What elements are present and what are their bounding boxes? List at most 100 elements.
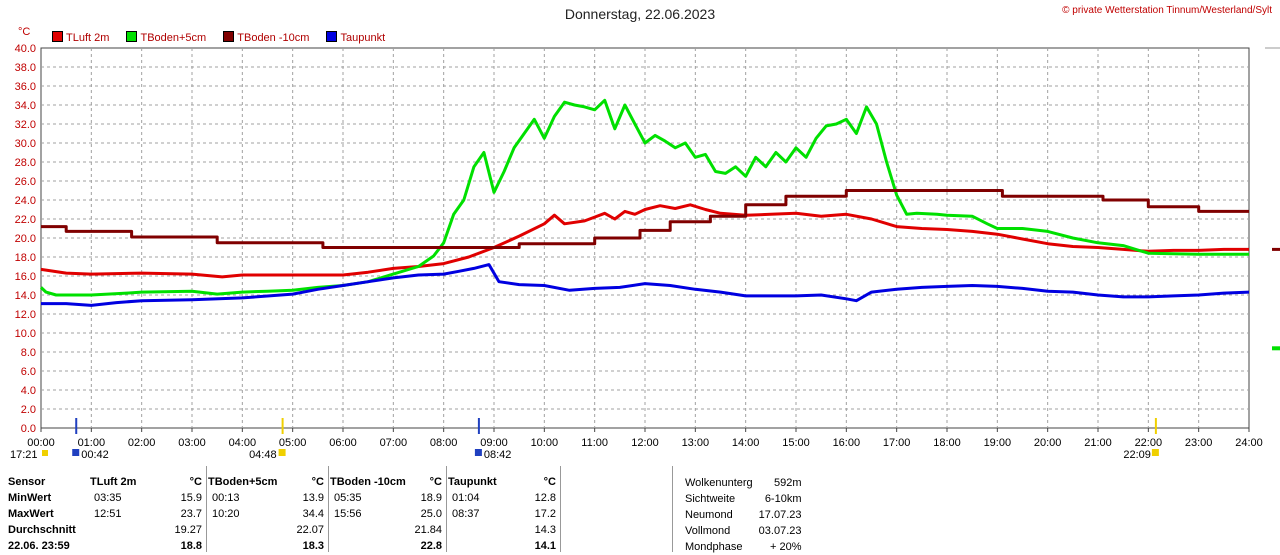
- x-tick-label: 06:00: [329, 437, 357, 449]
- x-tick-label: 10:00: [531, 437, 559, 449]
- stats-value: 22.07: [296, 524, 324, 536]
- x-tick-label: 09:00: [480, 437, 508, 449]
- legend-swatch-tboden5: [126, 31, 138, 42]
- stats-column-unit: °C: [543, 476, 556, 488]
- plot-area: [40, 47, 1250, 429]
- sensor-header: Sensor: [8, 476, 46, 488]
- x-tick-label: 15:00: [782, 437, 810, 449]
- x-tick-label: 24:00: [1235, 437, 1263, 449]
- stats-value: 21.84: [414, 524, 442, 536]
- y-tick-label: 18.0: [15, 252, 36, 264]
- sunrise-icon: [278, 449, 286, 456]
- stats-time: [328, 522, 411, 538]
- moonrise-icon: [474, 449, 482, 456]
- sunset-label: 22:09: [1123, 449, 1151, 461]
- moonset-label: 00:42: [81, 449, 109, 461]
- sunrise-label: 04:48: [249, 449, 277, 461]
- y-tick-label: 8.0: [21, 347, 36, 359]
- stats-row-labels: Sensor MinWert MaxWert Durchschnitt 22.0…: [6, 474, 78, 554]
- stats-value: 25.0: [420, 508, 442, 520]
- x-tick-label: 04:00: [229, 437, 257, 449]
- x-tick-label: 00:00: [27, 437, 55, 449]
- y-tick-label: 4.0: [21, 385, 36, 397]
- row-label-max: MaxWert: [8, 508, 54, 520]
- y-tick-label: 2.0: [21, 404, 36, 416]
- y-tick-label: 22.0: [15, 214, 36, 226]
- legend-item-taupunkt: Taupunkt: [326, 31, 385, 44]
- x-tick-label: 01:00: [78, 437, 106, 449]
- y-tick-label: 32.0: [15, 119, 36, 131]
- stats-column: TBoden+5cm °C 00:13 13.9 10:20 34.4 22.07 18.3: [206, 474, 326, 554]
- legend-item-tboden10: TBoden -10cm: [223, 31, 309, 44]
- y-tick-label: 10.0: [15, 328, 36, 340]
- stats-time: 10:20: [212, 508, 240, 520]
- moonrise-label: 08:42: [484, 449, 512, 461]
- series-line-3: [41, 263, 1250, 307]
- row-label-avg: Durchschnitt: [8, 524, 76, 536]
- x-tick-label: 12:00: [631, 437, 659, 449]
- legend-label-tboden10: TBoden -10cm: [237, 32, 310, 44]
- info-value: 03.07.23: [758, 525, 802, 537]
- x-tick-label: 11:00: [581, 437, 608, 449]
- stats-time: 03:35: [94, 492, 122, 504]
- stats-value: 14.3: [534, 524, 556, 536]
- legend-label-taupunkt: Taupunkt: [340, 32, 386, 44]
- info-label: Vollmond: [685, 525, 731, 537]
- stats-time: 00:13: [212, 492, 240, 504]
- row-label-current: 22.06. 23:59: [8, 540, 70, 552]
- x-tick-label: 13:00: [682, 437, 710, 449]
- y-tick-label: 12.0: [15, 309, 36, 321]
- x-tick-label: 05:00: [279, 437, 307, 449]
- info-label: Sichtweite: [685, 493, 736, 505]
- stats-value: 15.9: [180, 492, 202, 504]
- stats-column-unit: °C: [311, 476, 324, 488]
- legend-label-tluft: TLuft 2m: [66, 32, 110, 44]
- stats-value: 34.4: [302, 508, 324, 520]
- y-tick-label: 36.0: [15, 81, 36, 93]
- legend-swatch-tluft: [52, 31, 63, 42]
- y-tick-label: 30.0: [15, 138, 36, 150]
- y-tick-label: 16.0: [15, 271, 36, 283]
- stats-value: 19.27: [174, 524, 202, 536]
- stats-value: 18.3: [302, 540, 324, 552]
- series-line-2: [41, 189, 1249, 249]
- sunset-prev-label: 17:21: [10, 449, 38, 461]
- legend-item-tboden5: TBoden+5cm: [126, 31, 206, 44]
- stats-value: 17.2: [534, 508, 556, 520]
- x-tick-label: 14:00: [732, 437, 760, 449]
- stats-value: 18.9: [420, 492, 442, 504]
- stats-time: [446, 522, 522, 538]
- x-tick-label: 02:00: [128, 437, 156, 449]
- info-value: + 20%: [770, 541, 802, 553]
- stats-value: 23.7: [180, 508, 202, 520]
- info-value: 6-10km: [764, 493, 802, 505]
- stats-column-unit: °C: [189, 476, 202, 488]
- legend-swatch-taupunkt: [326, 31, 338, 42]
- x-tick-label: 03:00: [178, 437, 206, 449]
- stats-column: TBoden -10cm °C 05:35 18.9 15:56 25.0 21.84 22.…: [328, 474, 444, 554]
- stats-column: TLuft 2m °C 03:35 15.9 12:51 23.7 19.27 18.8: [88, 474, 204, 554]
- stats-time: 01:04: [452, 492, 480, 504]
- info-value: 592m: [773, 477, 802, 489]
- y-tick-label: 24.0: [15, 195, 36, 207]
- info-label: Mondphase: [685, 541, 743, 553]
- stats-column-divider: [328, 466, 329, 552]
- stats-column-header: TBoden+5cm: [208, 476, 278, 488]
- stats-time: 08:37: [452, 508, 480, 520]
- stats-time: [88, 522, 159, 538]
- stats-value: 13.9: [302, 492, 324, 504]
- series-line-0: [40, 203, 1249, 279]
- stats-time: 12:51: [94, 508, 122, 520]
- chart-legend: TLuft 2m TBoden+5cm TBoden -10cm Taupunk…: [52, 31, 399, 44]
- stats-time: 15:56: [334, 508, 362, 520]
- x-tick-label: 17:00: [883, 437, 911, 449]
- stats-column-divider: [206, 466, 207, 552]
- info-label: Wolkenunterg: [685, 477, 753, 489]
- stats-time: 05:35: [334, 492, 362, 504]
- chart-title: Donnerstag, 22.06.2023: [564, 6, 716, 22]
- sun-left-icon: [42, 450, 48, 456]
- stats-column-unit: °C: [429, 476, 442, 488]
- stats-column-header: TBoden -10cm: [330, 476, 406, 488]
- y-tick-label: 14.0: [15, 290, 36, 302]
- stats-divider: [672, 466, 673, 552]
